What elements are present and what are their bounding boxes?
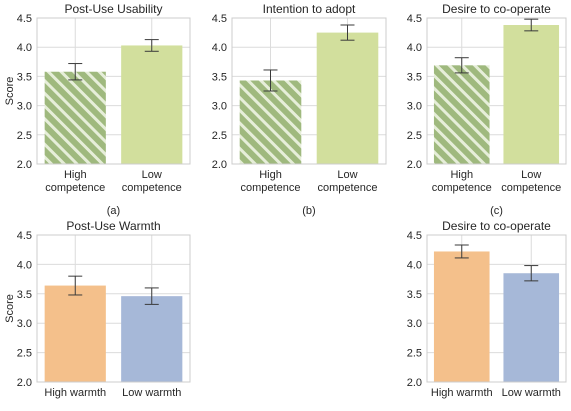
y-tick-label: 4.5 — [407, 230, 422, 242]
y-tick-label: 3.0 — [212, 101, 227, 113]
x-tick-label: High — [259, 169, 282, 181]
y-axis-label: Score — [4, 294, 16, 323]
y-tick-label: 3.5 — [407, 289, 422, 301]
bar — [433, 65, 490, 164]
y-tick-label: 3.0 — [407, 101, 422, 113]
x-tick-label: High warmth — [431, 387, 493, 399]
chart-panel-c: 2.02.53.03.54.04.5HighcompetenceLowcompe… — [407, 2, 567, 217]
bar — [121, 45, 183, 164]
bar — [503, 273, 560, 382]
y-tick-label: 4.0 — [407, 42, 422, 54]
bar — [316, 32, 379, 164]
y-tick-label: 3.0 — [407, 318, 422, 330]
x-tick-label: High warmth — [44, 387, 106, 399]
y-tick-label: 2.0 — [212, 159, 227, 171]
chart-title: Post-Use Warmth — [66, 219, 160, 233]
chart-panel-d: 2.0 2.5 3.0 3.5 4.0 4.5 High warmth Low warmth P… — [4, 219, 191, 411]
y-tick-label: 2.0 — [17, 159, 32, 171]
y-tick-label: 2.5 — [17, 348, 32, 360]
x-tick-label: competence — [432, 182, 492, 194]
y-tick-label: 4.5 — [17, 230, 32, 242]
plot-frame — [231, 17, 387, 165]
bar — [121, 296, 183, 382]
plot-frame — [426, 17, 567, 165]
x-tick-label: Low warmth — [122, 387, 181, 399]
x-tick-label: Low — [337, 169, 357, 181]
x-tick-label: competence — [318, 182, 378, 194]
y-tick-label: 4.0 — [17, 42, 32, 54]
y-tick-label: 2.5 — [407, 130, 422, 142]
y-tick-label: 2.0 — [407, 159, 422, 171]
panel-caption: (a) — [107, 205, 120, 217]
y-tick-label: 2.5 — [212, 130, 227, 142]
x-tick-label: competence — [501, 182, 561, 194]
y-tick-label: 4.0 — [212, 42, 227, 54]
x-tick-label: competence — [45, 182, 105, 194]
y-tick-label: 2.5 — [17, 130, 32, 142]
y-tick-label: 2.5 — [407, 348, 422, 360]
chart-panel-a: 2.02.53.03.54.04.5HighcompetenceLowcompe… — [4, 2, 191, 217]
y-axis-label: Score — [4, 77, 16, 106]
panel-caption: (b) — [302, 205, 315, 217]
y-tick-label: 3.5 — [212, 71, 227, 83]
x-tick-label: High — [450, 169, 473, 181]
chart-title: Intention to adopt — [263, 2, 356, 16]
chart-title: Desire to co-operate — [442, 219, 551, 233]
y-tick-label: 3.0 — [17, 101, 32, 113]
y-tick-label: 2.0 — [17, 377, 32, 389]
bar — [433, 251, 490, 382]
y-tick-label: 3.5 — [17, 71, 32, 83]
y-tick-label: 3.0 — [17, 318, 32, 330]
x-tick-label: High — [64, 169, 87, 181]
chart-panel-b: 2.02.53.03.54.04.5HighcompetenceLowcompe… — [212, 2, 387, 217]
y-tick-label: 4.0 — [407, 259, 422, 271]
chart-title: Post-Use Usability — [64, 2, 162, 16]
bar — [44, 71, 106, 164]
chart-title: Desire to co-operate — [442, 2, 551, 16]
y-tick-label: 3.5 — [17, 289, 32, 301]
x-tick-label: Low — [521, 169, 541, 181]
panel-caption: (c) — [490, 205, 503, 217]
x-tick-label: Low — [142, 169, 162, 181]
y-tick-label: 2.0 — [407, 377, 422, 389]
plot-frame — [426, 234, 567, 383]
x-tick-label: competence — [241, 182, 301, 194]
plot-frame — [36, 17, 191, 165]
bar — [239, 80, 302, 164]
chart-panel-e: 2.0 2.5 3.0 3.5 4.0 4.5 High warmth Low warmth D… — [407, 219, 567, 411]
bar — [44, 285, 106, 382]
y-tick-label: 4.5 — [17, 13, 32, 25]
y-tick-label: 4.5 — [407, 13, 422, 25]
x-tick-label: competence — [122, 182, 182, 194]
bar — [503, 25, 560, 165]
y-tick-label: 4.5 — [212, 13, 227, 25]
y-tick-label: 3.5 — [407, 71, 422, 83]
y-tick-label: 4.0 — [17, 259, 32, 271]
x-tick-label: Low warmth — [502, 387, 561, 399]
plot-frame — [36, 234, 191, 383]
